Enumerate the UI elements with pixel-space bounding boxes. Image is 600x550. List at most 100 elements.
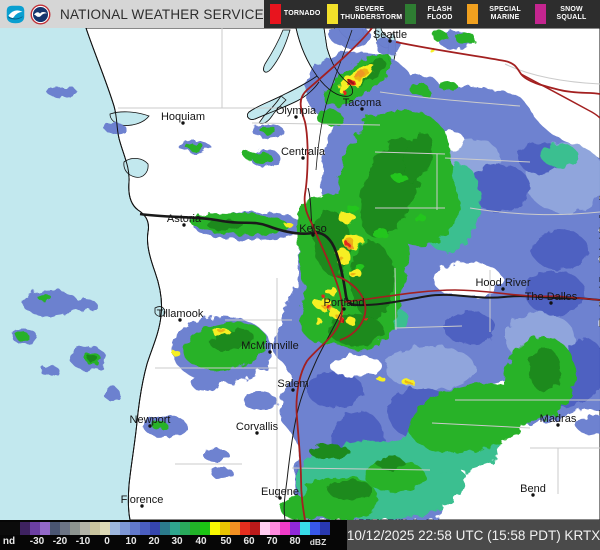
warning-swatch xyxy=(269,4,281,24)
palette-swatch xyxy=(20,522,30,535)
county-borders xyxy=(118,28,600,496)
warning-item-1: SEVERE THUNDERSTORM xyxy=(326,4,403,24)
city-marker xyxy=(294,115,298,119)
city-marker xyxy=(556,423,560,427)
city-marker xyxy=(531,493,535,497)
city-label: Olympia xyxy=(276,105,317,117)
sound-outlines xyxy=(247,28,353,120)
city-label: Salem xyxy=(277,378,308,390)
app-title: NATIONAL WEATHER SERVICE xyxy=(60,6,264,22)
scale-tick: 80 xyxy=(289,536,301,547)
warning-label: SEVERE THUNDERSTORM xyxy=(340,5,403,21)
city-label: Corvallis xyxy=(236,421,279,433)
city-label: Seattle xyxy=(373,29,407,41)
scale-tick: -20 xyxy=(52,536,68,547)
city-label: Astoria xyxy=(167,213,202,225)
scale-tick: nd xyxy=(2,536,16,547)
warning-item-2: FLASH FLOOD xyxy=(404,4,462,24)
city-label: Eugene xyxy=(261,486,299,498)
radar-map[interactable]: Seattle Tacoma Olympia Hoquiam Centralia Asto… xyxy=(0,28,600,520)
warning-item-3: SPECIAL MARINE xyxy=(467,4,529,24)
reflectivity-scale: nd -30 -20 -10 0 10 20 30 40 50 60 70 80 dBZ xyxy=(0,520,347,550)
palette-swatch xyxy=(80,522,90,535)
city-label: Hood River xyxy=(475,277,530,289)
palette-swatch xyxy=(150,522,160,535)
city-marker xyxy=(501,287,505,291)
palette-swatch xyxy=(0,522,10,535)
city-marker xyxy=(268,350,272,354)
palette-swatch xyxy=(230,522,240,535)
nws-logo xyxy=(6,5,25,23)
timestamp: 10/12/2025 22:58 UTC (15:58 PDT) KRTX xyxy=(347,520,600,550)
city-marker xyxy=(182,223,186,227)
city-marker xyxy=(181,121,185,125)
city-label: McMinnville xyxy=(241,340,298,352)
city-marker xyxy=(360,107,364,111)
city-marker xyxy=(278,496,282,500)
warning-label: SPECIAL MARINE xyxy=(489,5,521,21)
city-marker xyxy=(148,424,152,428)
palette-swatch xyxy=(100,522,110,535)
city-label: Madras xyxy=(540,413,577,425)
scale-tick: 30 xyxy=(171,536,183,547)
city-label: Bend xyxy=(520,483,546,495)
city-marker xyxy=(178,318,182,322)
palette-swatch xyxy=(50,522,60,535)
city-marker xyxy=(311,233,315,237)
city-label: Newport xyxy=(130,414,171,426)
scale-tick: 50 xyxy=(220,536,232,547)
palette-swatch xyxy=(210,522,220,535)
scale-tick: 10 xyxy=(125,536,137,547)
palette-swatch xyxy=(300,522,310,535)
city-label: Tacoma xyxy=(343,97,382,109)
scale-tick: 40 xyxy=(195,536,207,547)
city-label: Tillamook xyxy=(157,308,204,320)
city-marker xyxy=(140,504,144,508)
palette-swatch xyxy=(140,522,150,535)
coastline xyxy=(85,28,163,520)
palette-swatch xyxy=(30,522,40,535)
scale-tick: 20 xyxy=(148,536,160,547)
palette-swatch xyxy=(310,522,320,535)
warning-swatch xyxy=(404,4,416,24)
city-label: The Dalles xyxy=(525,291,578,303)
palette-swatch xyxy=(90,522,100,535)
palette-swatch xyxy=(120,522,130,535)
warning-item-0: TORNADO xyxy=(269,4,321,24)
brand: NATIONAL WEATHER SERVICE xyxy=(0,0,264,28)
scale-tick: 60 xyxy=(243,536,255,547)
city-label: Portland xyxy=(324,297,365,309)
palette-swatch xyxy=(70,522,80,535)
city-label: Florence xyxy=(121,494,164,506)
unit-label: dBZ xyxy=(309,537,327,547)
scale-tick: 0 xyxy=(104,536,110,547)
city-label: Kelso xyxy=(299,223,327,235)
palette-swatch xyxy=(270,522,280,535)
palette-swatch xyxy=(190,522,200,535)
city-marker xyxy=(301,156,305,160)
warning-label: SNOW SQUALL xyxy=(556,5,587,21)
title-bar: NATIONAL WEATHER SERVICE TORNADO SEVERE T… xyxy=(0,0,600,28)
palette-swatch xyxy=(10,522,20,535)
radar-echoes xyxy=(11,28,600,520)
scale-tick: 70 xyxy=(266,536,278,547)
palette-swatch xyxy=(160,522,170,535)
palette-swatch xyxy=(110,522,120,535)
palette-swatch xyxy=(260,522,270,535)
palette-swatch xyxy=(290,522,300,535)
city-marker xyxy=(342,307,346,311)
palette-swatch xyxy=(240,522,250,535)
warning-label: FLASH FLOOD xyxy=(427,5,453,21)
status-bar: nd -30 -20 -10 0 10 20 30 40 50 60 70 80 dBZ 10/12/2… xyxy=(0,520,600,550)
radar-map-svg: Seattle Tacoma Olympia Hoquiam Centralia Asto… xyxy=(0,28,600,520)
city-marker xyxy=(549,301,553,305)
palette-swatch xyxy=(220,522,230,535)
warning-swatch xyxy=(535,4,546,24)
palette-swatch xyxy=(200,522,210,535)
warning-label: TORNADO xyxy=(283,9,321,17)
city-marker xyxy=(291,388,295,392)
city-label: Hoquiam xyxy=(161,111,205,123)
city-labels: Seattle Tacoma Olympia Hoquiam Centralia Asto… xyxy=(121,29,578,508)
city-marker xyxy=(255,431,259,435)
